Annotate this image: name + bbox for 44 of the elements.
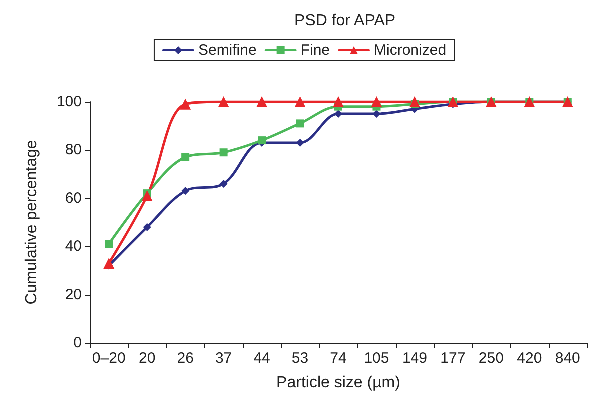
y-tick-label: 20	[65, 286, 82, 304]
x-tick-label: 20	[139, 350, 156, 367]
y-tick-label: 80	[65, 142, 82, 159]
x-tick-label: 177	[440, 350, 466, 367]
point	[218, 96, 230, 108]
point	[256, 96, 268, 108]
point	[180, 98, 192, 110]
point	[143, 223, 152, 232]
point	[296, 120, 304, 128]
legend-label: Fine	[300, 42, 330, 59]
point	[296, 138, 304, 147]
x-tick-label: 74	[330, 350, 347, 367]
legend-label: Semifine	[198, 42, 257, 59]
point	[182, 187, 190, 196]
y-axis-title: Cumulative percentage	[24, 140, 40, 305]
x-tick-label: 105	[364, 350, 390, 367]
y-tick-label: 40	[65, 238, 82, 256]
point	[294, 96, 306, 108]
x-tick-label: 53	[292, 350, 309, 367]
x-tick-label: 0–20	[92, 350, 126, 367]
y-tick-label: 0	[74, 334, 82, 352]
point	[142, 190, 153, 202]
point	[220, 180, 228, 188]
x-tick-label: 840	[555, 350, 580, 367]
point	[372, 110, 381, 118]
point	[104, 258, 115, 269]
point	[334, 110, 342, 118]
point	[333, 96, 344, 108]
x-tick-label: 420	[517, 350, 542, 367]
x-tick-label: 149	[402, 350, 428, 367]
legend-label: Micronized	[374, 42, 447, 59]
point	[105, 240, 114, 248]
x-tick-label: 250	[478, 350, 504, 367]
y-tick-label: 100	[56, 94, 82, 110]
x-tick-label: 44	[254, 350, 270, 367]
y-tick-label: 60	[65, 190, 82, 207]
point	[371, 96, 382, 108]
x-axis-title: Particle size (µm)	[276, 374, 400, 392]
x-tick-label: 26	[177, 350, 194, 367]
point	[182, 153, 190, 162]
x-tick-label: 37	[215, 350, 232, 367]
point	[220, 148, 228, 157]
point	[409, 96, 420, 108]
chart-title: PSD for APAP	[294, 12, 396, 30]
